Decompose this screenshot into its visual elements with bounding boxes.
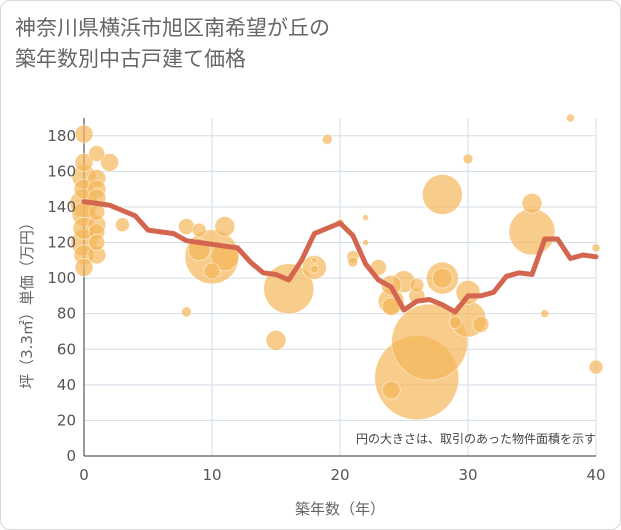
average-price-line	[81, 199, 599, 315]
y-tick-label: 140	[47, 198, 76, 216]
data-bubble	[347, 256, 359, 268]
y-tick-label: 60	[57, 340, 76, 358]
data-bubble	[177, 218, 195, 235]
y-tick-label: 80	[57, 305, 76, 323]
data-bubble	[310, 256, 318, 264]
data-bubble	[210, 242, 240, 272]
chart-title: 神奈川県横浜市旭区南希望が丘の 築年数別中古戸建て価格	[15, 13, 330, 75]
chart-title-line-2: 築年数別中古戸建て価格	[15, 47, 246, 71]
data-bubble	[540, 309, 550, 319]
data-bubble	[115, 217, 130, 233]
data-bubble	[566, 113, 575, 123]
data-bubble	[381, 380, 401, 400]
data-bubble	[455, 279, 481, 305]
data-bubble	[88, 145, 106, 162]
data-bubble	[74, 258, 94, 277]
x-axis-label: 築年数（年）	[295, 500, 385, 518]
grid-lines	[83, 118, 597, 457]
data-bubble	[521, 192, 543, 214]
y-tick-label: 0	[66, 447, 76, 465]
data-bubble	[180, 306, 192, 318]
y-tick-label: 40	[57, 376, 76, 394]
y-axis-label: 坪（3.3㎡）単価（万円）	[18, 215, 36, 389]
data-bubble	[588, 359, 604, 375]
x-tick-label: 30	[458, 466, 477, 484]
data-bubble	[431, 267, 453, 289]
data-bubble	[203, 262, 221, 280]
bubbles-layer	[69, 113, 604, 421]
y-tick-label: 160	[47, 162, 76, 180]
data-bubble	[472, 315, 490, 333]
data-bubble	[74, 153, 94, 172]
data-bubble	[391, 303, 469, 381]
y-tick-label: 120	[47, 234, 76, 252]
data-bubble	[88, 234, 106, 251]
data-bubble	[100, 153, 119, 172]
y-tick-label: 100	[47, 269, 76, 287]
y-tick-label: 180	[47, 127, 76, 145]
x-tick-label: 0	[79, 466, 89, 484]
axis-ticks: 0 20 40 60 80 100 120 140 160 180 0 10 20 30 40	[47, 127, 605, 484]
x-tick-label: 10	[202, 466, 221, 484]
data-bubble	[214, 216, 236, 237]
x-tick-label: 40	[586, 466, 605, 484]
y-tick-label: 20	[57, 411, 76, 429]
data-bubble	[462, 153, 474, 165]
chart-title-line-1: 神奈川県横浜市旭区南希望が丘の	[15, 16, 330, 40]
data-bubble	[309, 264, 319, 274]
data-bubble	[448, 316, 462, 329]
data-bubble	[362, 239, 370, 246]
data-bubble	[421, 174, 463, 215]
data-bubble	[321, 133, 333, 145]
x-tick-label: 20	[330, 466, 349, 484]
bubble-size-note: 円の大きさは、取引のあった物件面積を示す	[356, 431, 596, 446]
data-bubble	[508, 208, 556, 256]
data-bubble	[362, 214, 370, 222]
data-bubble	[191, 222, 207, 238]
data-bubble	[591, 243, 601, 253]
data-bubble	[74, 124, 94, 144]
data-bubble	[409, 277, 425, 293]
data-bubble	[265, 329, 287, 351]
